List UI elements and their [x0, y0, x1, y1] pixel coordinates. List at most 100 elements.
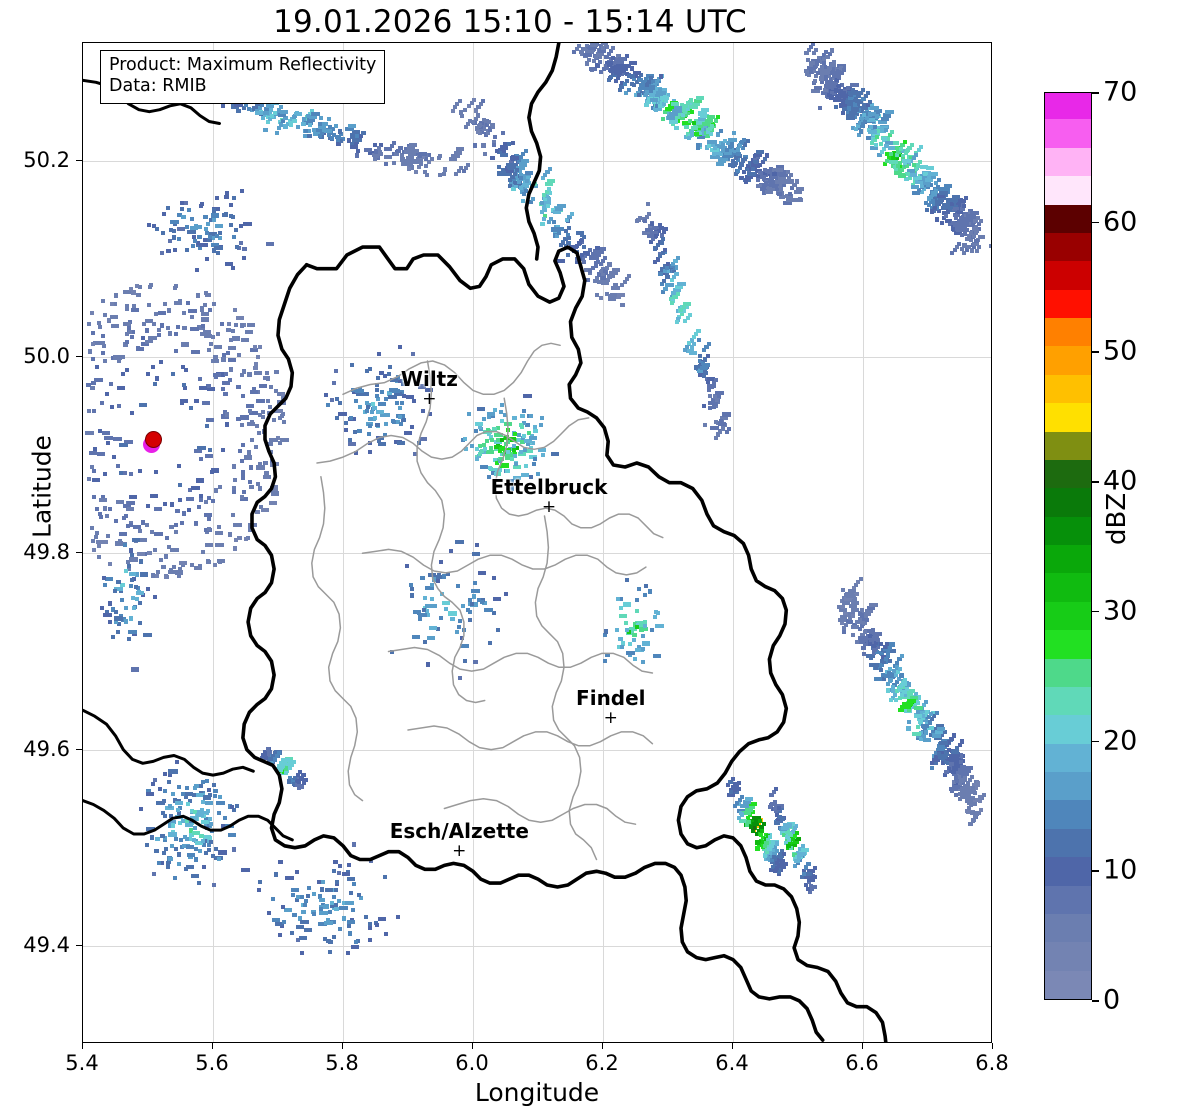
radar-echo-cell — [946, 197, 951, 202]
radar-echo-cell — [482, 601, 487, 606]
radar-echo-cell — [665, 275, 670, 280]
radar-echo-cell — [424, 604, 434, 609]
city-label-wiltz: Wiltz + — [401, 367, 458, 410]
radar-echo-cell — [882, 146, 887, 151]
radar-echo-cell — [91, 477, 101, 483]
radar-echo-cell — [609, 270, 618, 275]
radar-echo-cell — [424, 156, 429, 161]
radar-echo-cell — [785, 198, 794, 203]
radar-echo-cell — [811, 43, 816, 46]
radar-echo-cell — [136, 292, 141, 297]
radar-echo-cell — [649, 98, 659, 103]
radar-echo-cell — [324, 128, 333, 133]
radar-echo-cell — [516, 158, 521, 163]
radar-echo-cell — [218, 484, 223, 490]
radar-echo-cell — [858, 129, 863, 134]
radar-echo-cell — [512, 475, 521, 480]
radar-echo-cell — [510, 486, 515, 491]
radar-echo-cell — [528, 455, 538, 460]
radar-echo-cell — [814, 74, 819, 79]
radar-echo-cell — [730, 790, 739, 795]
radar-echo-cell — [413, 170, 418, 175]
y-axis-tick-label: 49.8 — [23, 540, 70, 565]
radar-echo-cell — [369, 421, 374, 427]
radar-echo-cell — [688, 98, 693, 103]
radar-echo-cell — [138, 469, 143, 474]
radar-echo-cell — [840, 111, 845, 116]
radar-echo-cell — [697, 368, 706, 374]
radar-echo-cell — [780, 848, 785, 853]
radar-echo-cell — [87, 408, 92, 414]
radar-echo-cell — [515, 446, 520, 451]
radar-echo-cell — [206, 517, 212, 522]
radar-echo-cell — [223, 409, 228, 414]
radar-echo-cell — [738, 143, 743, 148]
radar-echo-cell — [206, 387, 216, 392]
radar-echo-cell — [272, 110, 277, 116]
radar-echo-cell — [210, 468, 219, 473]
radar-echo-cell — [943, 184, 953, 189]
radar-echo-cell — [188, 487, 193, 493]
radar-echo-cell — [148, 335, 157, 340]
radar-echo-cell — [207, 526, 212, 531]
radar-echo-cell — [225, 422, 230, 427]
radar-echo-cell — [806, 65, 816, 70]
radar-echo-cell — [150, 573, 155, 578]
radar-echo-cell — [706, 342, 711, 347]
radar-echo-cell — [647, 589, 652, 594]
radar-echo-cell — [459, 114, 464, 119]
radar-echo-cell — [894, 153, 899, 158]
radar-echo-cell — [930, 198, 935, 203]
radar-echo-cell — [304, 129, 309, 134]
radar-echo-cell — [811, 88, 820, 93]
radar-echo-cell — [719, 418, 724, 424]
radar-echo-cell — [909, 158, 914, 164]
radar-echo-cell — [958, 220, 964, 225]
radar-echo-cell — [549, 216, 554, 221]
radar-echo-cell — [826, 73, 831, 78]
radar-echo-cell — [636, 217, 641, 222]
radar-echo-cell — [903, 150, 908, 155]
radar-echo-cell — [123, 342, 128, 347]
radar-echo-cell — [763, 836, 768, 842]
radar-echo-cell — [91, 380, 96, 386]
radar-echo-cell — [885, 141, 894, 146]
radar-echo-cell — [280, 109, 289, 114]
x-axis-tick — [992, 1043, 993, 1049]
colorbar-tick — [1092, 740, 1099, 743]
radar-echo-cell — [199, 456, 204, 461]
radar-echo-cell — [735, 157, 740, 162]
figure-title: 19.01.2026 15:10 - 15:14 UTC — [273, 4, 747, 40]
radar-echo-cell — [611, 45, 616, 50]
radar-echo-cell — [170, 548, 179, 553]
radar-echo-cell — [499, 418, 504, 423]
radar-echo-cell — [832, 63, 837, 68]
radar-echo-cell — [465, 121, 471, 127]
radar-echo-cell — [92, 468, 97, 474]
radar-echo-cell — [398, 344, 403, 349]
radar-echo-cell — [523, 149, 528, 154]
radar-echo-cell — [959, 207, 965, 212]
radar-echo-cell — [620, 645, 625, 650]
radar-echo-cell — [530, 196, 536, 201]
x-axis-tick-label: 5.4 — [65, 1051, 99, 1075]
radar-echo-cell — [677, 111, 682, 116]
radar-echo-cell — [673, 259, 678, 264]
city-marker-cross: + — [422, 389, 437, 410]
radar-echo-cell — [948, 221, 953, 226]
radar-echo-cell — [502, 148, 507, 153]
radar-echo-cell — [246, 536, 251, 541]
radar-echo-cell — [349, 132, 358, 137]
radar-echo-cell — [371, 152, 377, 157]
radar-echo-cell — [648, 93, 658, 98]
radar-echo-cell — [878, 141, 883, 146]
radar-echo-cell — [546, 219, 551, 224]
map-plot-area[interactable]: Wiltz + Ettelbruck + Findel + Esch/Alzette + — [82, 42, 992, 1043]
radar-echo-cell — [243, 102, 249, 107]
radar-echo-cell — [89, 464, 95, 470]
radar-echo-cell — [189, 314, 194, 319]
radar-echo-cell — [710, 154, 719, 159]
radar-echo-cell — [453, 150, 463, 155]
radar-echo-cell — [981, 234, 986, 239]
radar-echo-cell — [544, 189, 549, 194]
